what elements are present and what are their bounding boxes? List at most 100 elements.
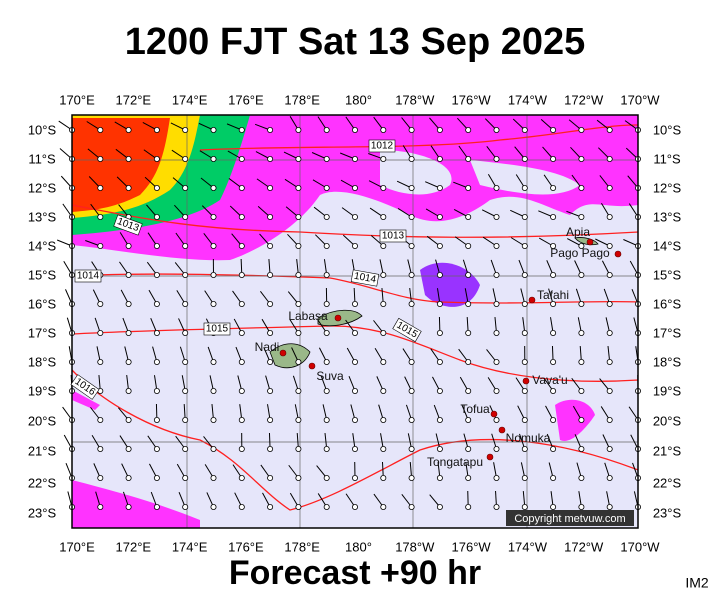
barb-station (436, 271, 443, 278)
barb (538, 210, 557, 220)
barb-station (210, 387, 217, 394)
barb-station (125, 474, 132, 481)
place-marker (308, 362, 316, 370)
barb-station (408, 213, 415, 220)
barb-station (295, 503, 302, 510)
barb (345, 116, 358, 134)
barb (426, 235, 443, 249)
barb (348, 375, 358, 394)
barb-station (97, 300, 104, 307)
barb (181, 375, 189, 394)
lon-label: 178°E (284, 539, 320, 554)
barb-station (153, 242, 160, 249)
barb-station (267, 242, 274, 249)
barb (599, 175, 613, 191)
lon-label: 180° (345, 92, 372, 107)
barb (295, 433, 302, 452)
barb-station (436, 242, 443, 249)
place-name: Suva (316, 369, 344, 383)
barb (599, 378, 613, 394)
barb (93, 463, 104, 481)
barb (233, 318, 245, 336)
barb-station (380, 503, 387, 510)
barb-station (408, 127, 415, 134)
barb (487, 173, 500, 191)
barb-station (210, 213, 217, 220)
lat-label: 23°S (653, 505, 682, 520)
barb-station (153, 387, 160, 394)
barb (542, 146, 557, 162)
barb-station (465, 155, 472, 162)
isobar-value: 1012 (371, 141, 394, 152)
barb-station (97, 329, 104, 336)
barb-station (436, 387, 443, 394)
barb-station (153, 445, 160, 452)
barb (458, 348, 472, 365)
barb (429, 117, 443, 134)
barb-station (295, 416, 302, 423)
barb-station (521, 127, 528, 134)
place-name: Vava'u (532, 373, 567, 387)
barb-station (323, 503, 330, 510)
barb (171, 149, 189, 162)
barb (114, 121, 132, 134)
barb-station (182, 387, 189, 394)
isobar (199, 124, 639, 151)
barb (260, 290, 274, 307)
barb-station (323, 300, 330, 307)
barb (401, 494, 415, 510)
barb-station (380, 300, 387, 307)
barb (546, 260, 557, 278)
lat-label: 18°S (653, 354, 682, 369)
barb-station (465, 474, 472, 481)
barb (255, 151, 274, 162)
barb (576, 462, 585, 481)
barb (125, 375, 132, 394)
barb (492, 288, 500, 307)
barb (543, 174, 557, 191)
labels: 170°E 170°E 172°E 172°E 174°E 174°E 176°E 176°E… (28, 92, 682, 554)
barb (379, 259, 387, 278)
barb-station (550, 474, 557, 481)
barb-station (380, 242, 387, 249)
barb-station (436, 503, 443, 510)
barb-station (153, 127, 160, 134)
barb-station (238, 242, 245, 249)
barb (232, 464, 245, 481)
place-name: Tongatapu (427, 455, 483, 469)
barb (90, 203, 104, 220)
barb (96, 346, 104, 365)
barb (313, 206, 330, 220)
barb (380, 288, 387, 307)
barb-station (267, 213, 274, 220)
barb-station (97, 184, 104, 191)
place-marker (334, 314, 342, 322)
barb-station (465, 184, 472, 191)
barb (545, 405, 557, 423)
lon-label: 180° (345, 539, 372, 554)
barb (119, 435, 132, 452)
isobar-label-box (392, 317, 422, 343)
barb-station (550, 445, 557, 452)
barb-station (465, 329, 472, 336)
barb-station (550, 127, 557, 134)
barb-station (351, 503, 358, 510)
barb-station (465, 358, 472, 365)
barb (175, 435, 189, 452)
barb (342, 234, 358, 249)
barb (454, 236, 472, 249)
barb (345, 493, 358, 510)
barb-station (408, 184, 415, 191)
barb-station (550, 155, 557, 162)
barb (260, 464, 274, 481)
barb (142, 121, 160, 134)
barb (571, 174, 585, 191)
barb (119, 232, 132, 249)
barb-station (493, 271, 500, 278)
barb (435, 259, 443, 278)
barb-station (295, 271, 302, 278)
barb-station (238, 184, 245, 191)
barb (457, 117, 472, 134)
barb (322, 404, 330, 423)
lat-label: 19°S (28, 383, 57, 398)
